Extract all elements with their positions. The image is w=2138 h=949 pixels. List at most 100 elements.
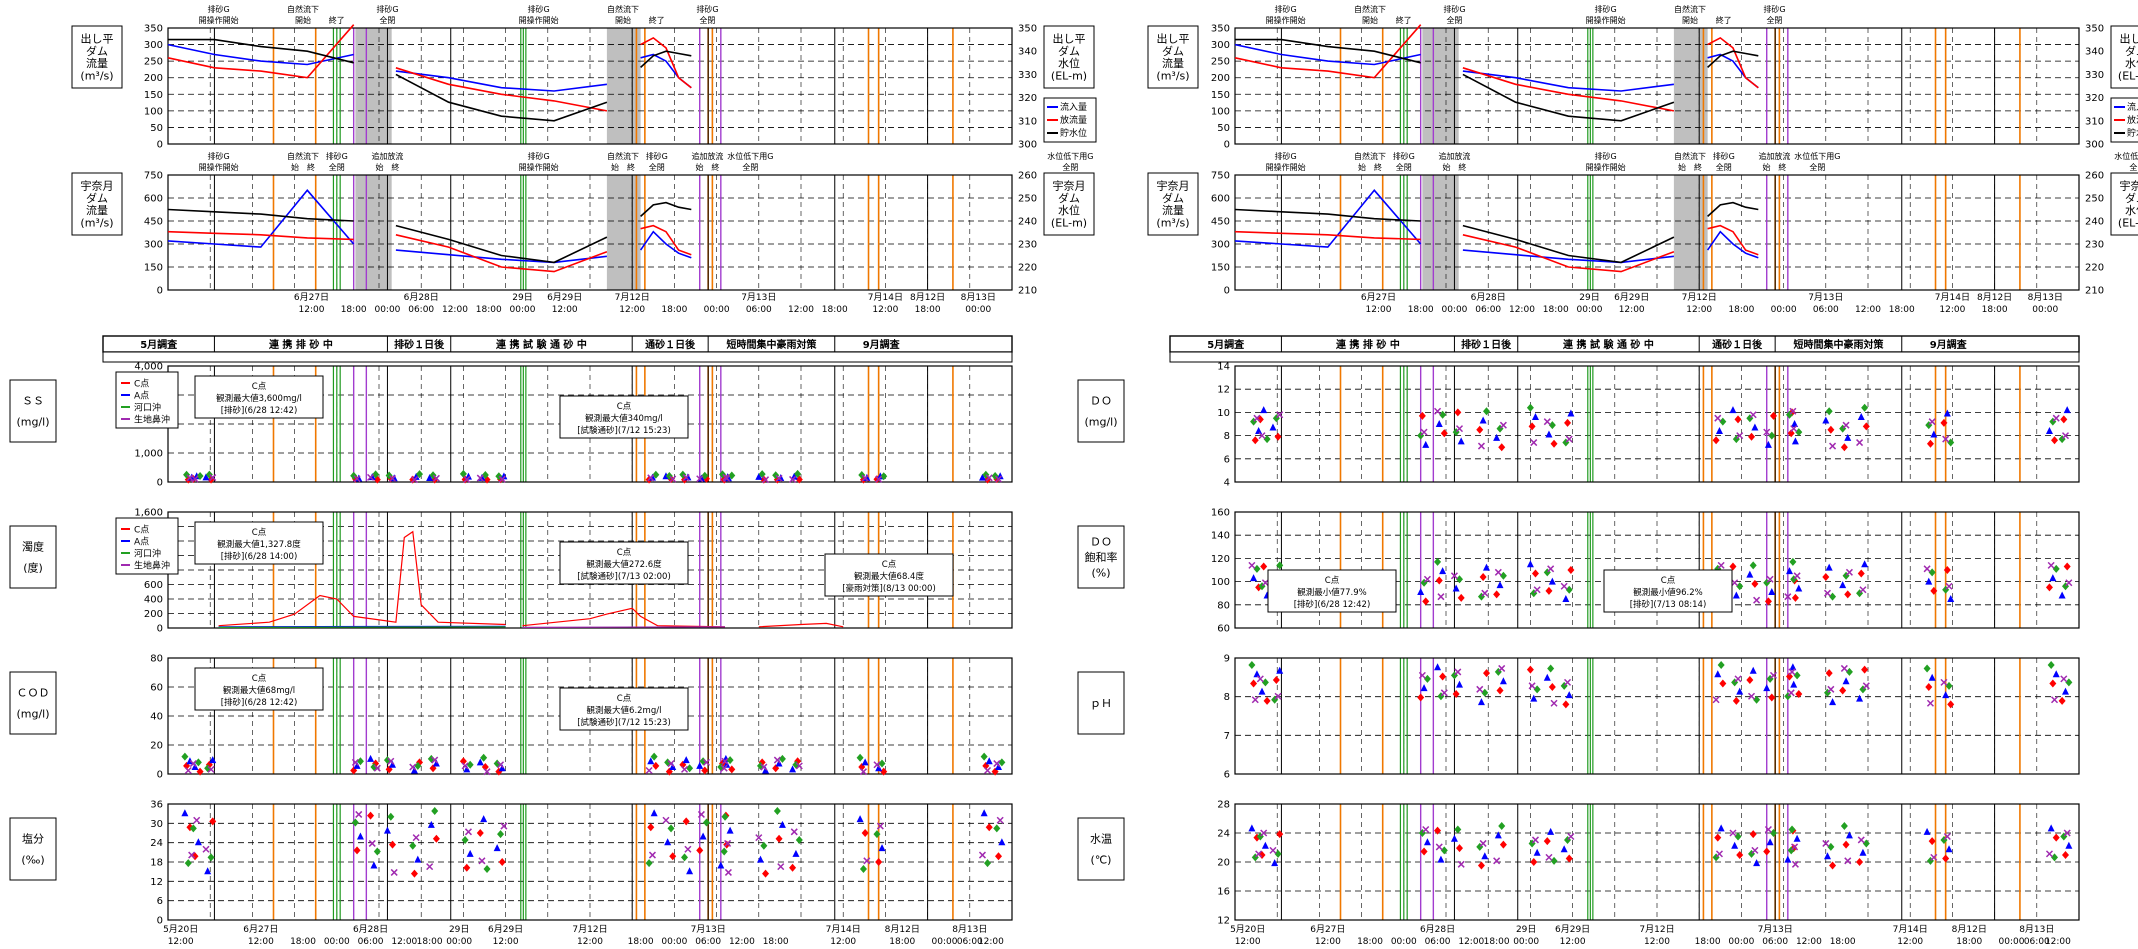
point-S [1945,582,1953,590]
point-K [1856,858,1864,866]
point-K [778,754,786,763]
annotation-box [194,521,324,565]
point-S [790,828,798,836]
point-K [1763,847,1771,856]
point-K [1562,700,1570,709]
axis-hour: 12:00 [978,937,1004,947]
outflow-line [640,36,692,89]
point-K [1548,683,1556,691]
legend-label: 放流量 [1060,114,1087,126]
level-line [1707,201,1759,217]
point-K [1250,679,1258,688]
axis-hour: 18:00 [915,305,941,315]
point-A [432,759,440,767]
point-K [1945,681,1953,690]
point-S [983,766,992,775]
point-S [1729,829,1737,837]
legend-label: 流入量 [2127,101,2138,113]
point-K [1719,417,1727,426]
axis-hour: 12:00 [1796,937,1822,947]
point-A [1271,859,1279,867]
title-line: 流量 [1162,203,1184,217]
point-K [498,858,506,866]
shutdown-band [355,175,392,290]
axis-hour: 18:00 [628,937,654,947]
point-A [1422,440,1430,448]
point-S [1712,696,1720,704]
point-A [647,757,655,765]
axis-day: 7月14日 [826,924,861,935]
point-K [789,863,797,872]
point-S [1435,843,1443,851]
point-A [1943,409,1951,417]
annotation-box [559,395,689,439]
axis-day: 7月14日 [1893,924,1928,935]
point-K [1786,672,1794,681]
y-ticks: 300 310 320 330 340 350 [2085,24,2104,151]
chart-R2 [1234,657,2080,775]
axis-day: 7月12日 [572,924,607,935]
point-A [978,473,986,481]
event-label: 水位低下用G [1047,151,1093,161]
annotation-box [559,687,689,731]
point-K [1420,847,1428,856]
point-K [1483,407,1491,416]
event-label: 始 終 [611,162,635,172]
tick-label: 300 [1211,240,1230,251]
legend-label: 貯水位 [2127,127,2138,139]
point-K [696,846,704,855]
point-S [2052,414,2060,422]
point-S [1791,843,1799,851]
point-A [980,809,988,817]
point-S [1764,825,1772,834]
axis-hour: 06:00 [1425,937,1451,947]
point-A [1753,859,1761,867]
point-A [985,757,993,765]
point-K [1526,403,1534,412]
title-box [2110,172,2138,236]
section-title: 通砂１日後 [1712,338,1763,351]
point-K [432,834,440,843]
top-axis-labels: 6月27日 12:00 18:00 00:00 6月28日 06:00 12:00 18:00… [294,292,996,315]
point-S [367,473,375,481]
point-S [1423,575,1431,583]
point-K [980,752,988,761]
axis-hour: 18:00 [1408,305,1434,315]
outflow-line [167,230,354,241]
tick-label: 120 [1211,554,1230,565]
event-label: 排砂G [1275,4,1297,14]
point-A [1751,423,1759,431]
annotation-box [194,667,324,711]
title-line: (m³/s) [1156,70,1189,83]
tick-label: 320 [2085,93,2104,104]
point-S [497,761,505,769]
tick-label: 260 [1018,171,1037,182]
point-K [184,859,192,868]
axis-hour: 00:00 [374,305,400,315]
y-ticks: 0 150 300 450 600 750 [1211,171,1230,297]
point-A [1764,440,1772,448]
point-K [682,817,690,826]
tick-label: 0 [157,140,163,151]
point-S [1248,561,1256,569]
point-S [789,475,797,483]
annotation-text: C点 [252,674,267,684]
axis-hour: 00:00 [446,937,472,947]
event-label: 全閉 [649,162,665,172]
event-label: 水位低下用G [727,151,773,161]
point-S [1499,421,1507,429]
section-title: 連 携 排 砂 中 [1336,338,1400,351]
point-A [1253,670,1261,678]
point-A [1947,595,1955,602]
point-K [1565,585,1573,594]
point-S [426,863,434,871]
point-S [1498,664,1506,672]
point-A [1437,855,1445,863]
event-label: 開操作開始 [1586,162,1626,172]
title-box [71,172,123,236]
axis-day: 6月29日 [547,292,582,303]
title-line: 水位 [1058,56,1080,70]
point-S [409,763,417,771]
